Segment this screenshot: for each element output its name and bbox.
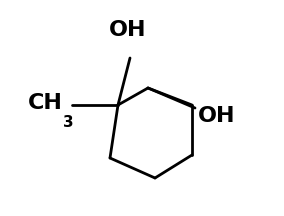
- Text: CH: CH: [28, 93, 63, 113]
- Text: OH: OH: [109, 20, 147, 40]
- Text: OH: OH: [198, 106, 235, 126]
- Text: 3: 3: [63, 115, 74, 130]
